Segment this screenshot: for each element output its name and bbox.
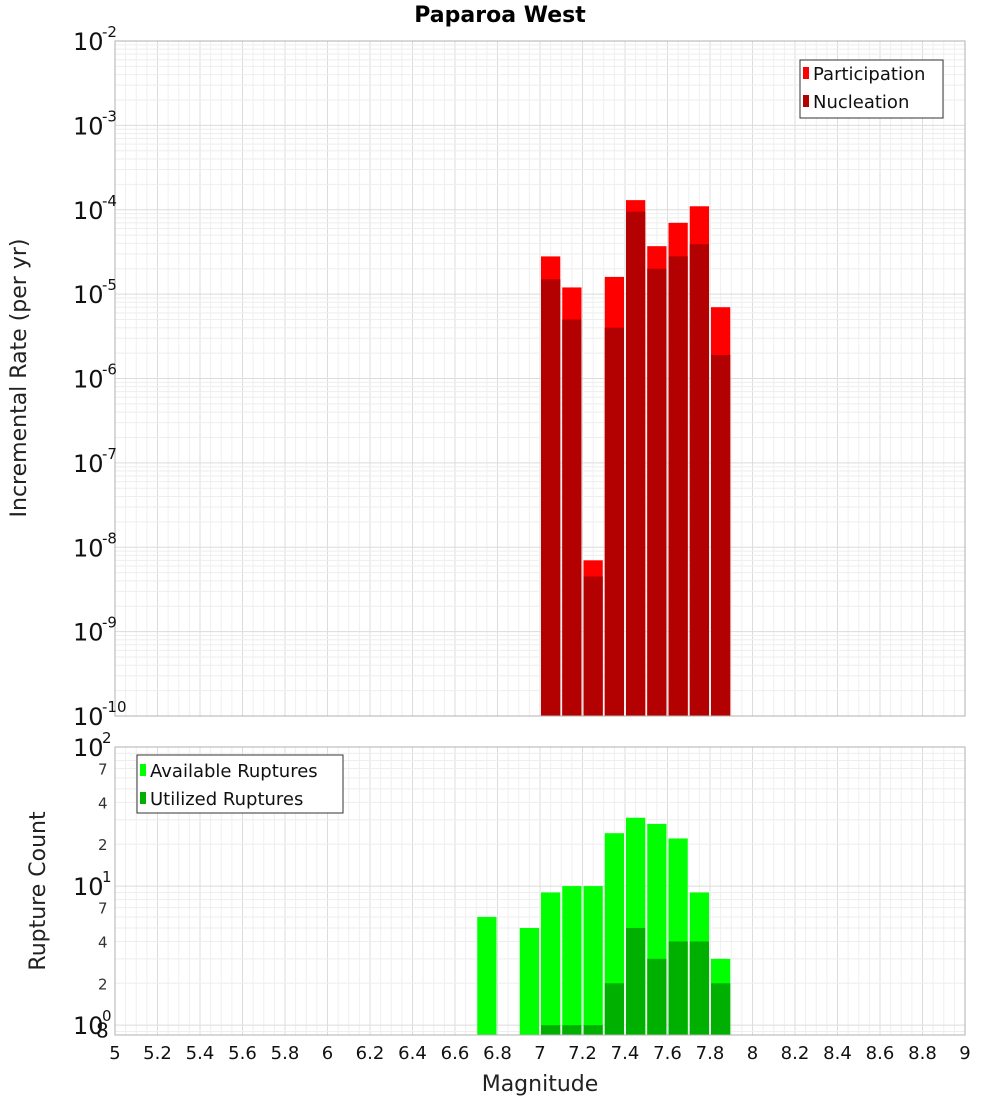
top-y-tick-exponent: -2 bbox=[102, 23, 117, 41]
top-bar-nucleation bbox=[647, 268, 667, 716]
legend-swatch-utilized bbox=[140, 792, 146, 804]
top-y-tick-base: 10 bbox=[73, 619, 104, 647]
bottom-bar-available-ruptures bbox=[541, 892, 561, 1035]
bottom-bar-available-ruptures bbox=[562, 886, 582, 1035]
top-y-tick-exponent: -8 bbox=[102, 529, 117, 547]
top-y-tick-exponent: -7 bbox=[102, 445, 117, 463]
bottom-y-minor-tick: 2 bbox=[98, 975, 108, 993]
top-y-axis-label: Incremental Rate (per yr) bbox=[7, 239, 32, 518]
top-bar-nucleation bbox=[626, 211, 646, 716]
chart-title: Paparoa West bbox=[414, 3, 586, 28]
bars bbox=[477, 200, 731, 1035]
x-tick-label: 5.4 bbox=[186, 1043, 215, 1064]
bottom-y-minor-tick: 4 bbox=[98, 933, 108, 951]
top-y-tick-base: 10 bbox=[73, 281, 104, 309]
legend-label-nucleation: Nucleation bbox=[813, 92, 909, 113]
top-y-tick-base: 10 bbox=[73, 28, 104, 56]
plot-frames bbox=[114, 40, 966, 1036]
x-tick-label: 8.4 bbox=[823, 1043, 852, 1064]
legend-swatch-available bbox=[140, 764, 146, 776]
top-y-tick-base: 10 bbox=[73, 197, 104, 225]
x-tick-label: 6.4 bbox=[398, 1043, 427, 1064]
top-y-tick-exponent: -5 bbox=[102, 276, 117, 294]
top-y-tick-base: 10 bbox=[73, 534, 104, 562]
bottom-bar-utilized-ruptures bbox=[647, 958, 667, 1035]
x-tick-label: 9 bbox=[959, 1043, 970, 1064]
bottom-bar-utilized-ruptures bbox=[668, 941, 688, 1035]
bottom-plot-frame bbox=[114, 746, 966, 1036]
top-bar-nucleation bbox=[711, 354, 731, 716]
bottom-y-minor-tick: 7 bbox=[98, 900, 108, 918]
bottom-y-minor-tick: 4 bbox=[98, 794, 108, 812]
top-y-tick-exponent: -6 bbox=[102, 361, 117, 379]
legend-swatch-participation bbox=[803, 67, 809, 79]
x-tick-label: 5.8 bbox=[271, 1043, 300, 1064]
legend-bottom: Available Ruptures Utilized Ruptures bbox=[136, 754, 344, 814]
bottom-y-minor-tick: 2 bbox=[98, 836, 108, 854]
bottom-bar-utilized-ruptures bbox=[626, 927, 646, 1035]
bottom-y-tick-exponent: 2 bbox=[102, 729, 112, 747]
top-bar-nucleation bbox=[604, 327, 624, 716]
x-tick-label: 7.8 bbox=[696, 1043, 725, 1064]
top-bar-nucleation bbox=[689, 244, 709, 717]
legend-label-utilized: Utilized Ruptures bbox=[150, 789, 303, 810]
x-tick-label: 7.6 bbox=[653, 1043, 682, 1064]
x-tick-label: 7 bbox=[534, 1043, 545, 1064]
bottom-y-tick-base: 10 bbox=[73, 734, 104, 762]
bottom-y-tick-exponent: 0 bbox=[102, 1007, 112, 1025]
x-axis-label: Magnitude bbox=[482, 1072, 599, 1097]
top-bar-nucleation bbox=[562, 319, 582, 716]
top-plot-frame bbox=[114, 40, 966, 717]
bottom-bar-utilized-ruptures bbox=[604, 983, 624, 1035]
top-y-tick-base: 10 bbox=[73, 366, 104, 394]
x-tick-label: 6.6 bbox=[441, 1043, 470, 1064]
bottom-bar-available-ruptures bbox=[519, 927, 539, 1035]
x-tick-label: 8 bbox=[747, 1043, 758, 1064]
top-y-tick-base: 10 bbox=[73, 703, 104, 731]
bottom-bar-available-ruptures bbox=[477, 916, 497, 1035]
legend-label-participation: Participation bbox=[813, 64, 925, 85]
bottom-bar-utilized-ruptures bbox=[562, 1025, 582, 1035]
grid-lines bbox=[114, 41, 966, 1035]
bottom-bar-utilized-ruptures bbox=[689, 941, 709, 1035]
bottom-y-tick-exponent: 1 bbox=[102, 868, 112, 886]
bottom-y-tick-base: 10 bbox=[73, 1012, 104, 1040]
bottom-y-minor-tick: 7 bbox=[98, 761, 108, 779]
top-y-tick-exponent: -3 bbox=[102, 107, 117, 125]
legend-top: Participation Nucleation bbox=[799, 59, 944, 119]
top-y-tick-base: 10 bbox=[73, 450, 104, 478]
top-y-tick-exponent: -9 bbox=[102, 614, 117, 632]
bottom-y-tick-base: 10 bbox=[73, 873, 104, 901]
bottom-y-axis-label: Rupture Count bbox=[26, 811, 51, 971]
legend-label-available: Available Ruptures bbox=[150, 761, 318, 782]
top-bar-nucleation bbox=[668, 256, 688, 716]
top-y-tick-base: 10 bbox=[73, 112, 104, 140]
x-tick-label: 5 bbox=[109, 1043, 120, 1064]
top-bar-nucleation bbox=[583, 576, 603, 716]
x-tick-label: 6.2 bbox=[356, 1043, 385, 1064]
x-tick-label: 6.8 bbox=[483, 1043, 512, 1064]
bottom-bar-available-ruptures bbox=[583, 886, 603, 1035]
bottom-bar-utilized-ruptures bbox=[711, 983, 731, 1035]
x-tick-label: 5.6 bbox=[228, 1043, 257, 1064]
legend-swatch-nucleation bbox=[803, 95, 809, 107]
x-tick-label: 8.8 bbox=[908, 1043, 937, 1064]
top-y-tick-exponent: -4 bbox=[102, 192, 117, 210]
tick-labels: 5 5.2 5.4 5.6 5.8 6 6.2 6.4 6.6 6.8 7 7.2 7.4 7.6 7.8 8… bbox=[73, 23, 971, 1064]
x-tick-label: 7.4 bbox=[611, 1043, 640, 1064]
bottom-y-minor-tick: 8 bbox=[96, 1019, 109, 1043]
x-tick-label: 8.6 bbox=[866, 1043, 895, 1064]
top-y-tick-exponent: -10 bbox=[102, 698, 127, 716]
x-tick-label: 7.2 bbox=[568, 1043, 597, 1064]
x-tick-label: 8.2 bbox=[781, 1043, 810, 1064]
bottom-bar-utilized-ruptures bbox=[541, 1025, 561, 1035]
bottom-bar-utilized-ruptures bbox=[583, 1025, 603, 1035]
x-tick-label: 5.2 bbox=[143, 1043, 172, 1064]
top-bar-nucleation bbox=[541, 279, 561, 716]
x-tick-label: 6 bbox=[322, 1043, 333, 1064]
